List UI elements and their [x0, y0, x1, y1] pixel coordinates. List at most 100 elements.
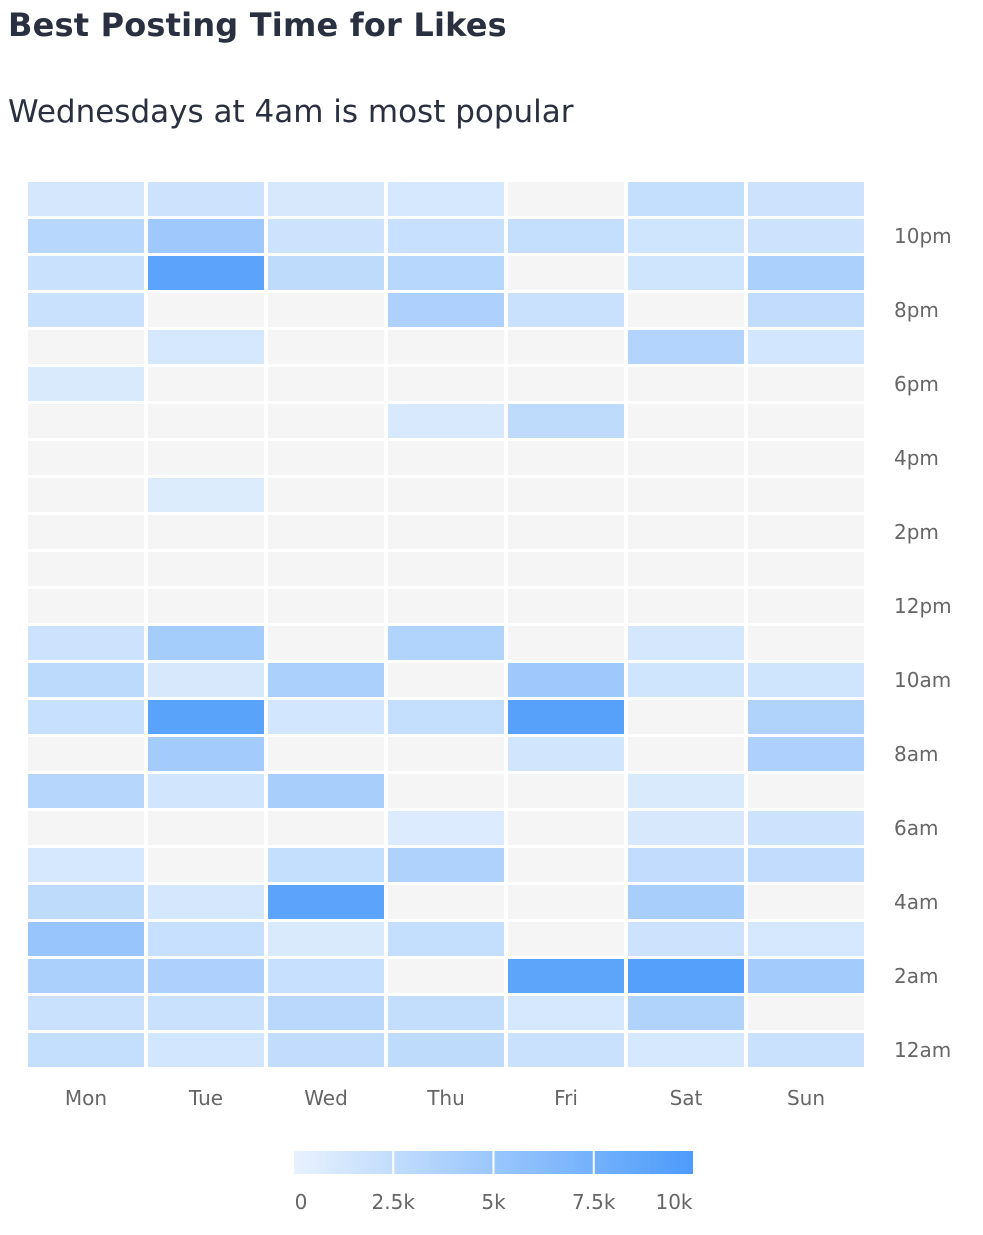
heatmap-cell	[508, 441, 624, 475]
heatmap-cell	[748, 1033, 864, 1067]
heatmap-cell	[748, 663, 864, 697]
heatmap-cell	[148, 182, 264, 216]
heatmap-cell	[748, 626, 864, 660]
heatmap-cell	[748, 330, 864, 364]
heatmap-cell	[268, 182, 384, 216]
heatmap-cell	[28, 737, 144, 771]
heatmap-cell	[148, 219, 264, 253]
heatmap-cell	[628, 663, 744, 697]
heatmap-cell	[268, 700, 384, 734]
heatmap-cell	[148, 700, 264, 734]
heatmap-cell	[28, 811, 144, 845]
heatmap-cell	[268, 330, 384, 364]
x-tick-label: Thu	[426, 1086, 465, 1110]
heatmap-cell	[748, 885, 864, 919]
heatmap-cell	[28, 182, 144, 216]
heatmap-cell	[388, 367, 504, 401]
heatmap-cell	[148, 885, 264, 919]
heatmap-cell	[748, 848, 864, 882]
heatmap-cell	[148, 441, 264, 475]
x-tick-label: Wed	[304, 1086, 348, 1110]
heatmap-cell	[628, 404, 744, 438]
heatmap-cell	[28, 959, 144, 993]
heatmap-cell	[388, 478, 504, 512]
heatmap-cell	[148, 1033, 264, 1067]
y-tick-label: 12pm	[894, 594, 952, 618]
y-tick-label: 4pm	[894, 446, 939, 470]
heatmap-cell	[508, 478, 624, 512]
heatmap-cell	[508, 700, 624, 734]
heatmap-cell	[388, 848, 504, 882]
heatmap-cell	[508, 885, 624, 919]
y-tick-label: 8am	[894, 742, 938, 766]
heatmap-cell	[28, 626, 144, 660]
heatmap-cell	[148, 922, 264, 956]
heatmap-cell	[148, 256, 264, 290]
heatmap-cell	[268, 626, 384, 660]
heatmap-cell	[508, 589, 624, 623]
heatmap-cell	[268, 589, 384, 623]
heatmap-cell	[28, 367, 144, 401]
heatmap-cell	[748, 441, 864, 475]
heatmap-cell	[508, 182, 624, 216]
heatmap-cell	[748, 367, 864, 401]
heatmap-cell	[628, 885, 744, 919]
heatmap-cell	[388, 626, 504, 660]
legend-tick-label: 7.5k	[572, 1190, 616, 1214]
heatmap-cell	[628, 552, 744, 586]
heatmap-cell	[268, 959, 384, 993]
heatmap-cell	[148, 552, 264, 586]
heatmap-cell	[268, 256, 384, 290]
heatmap-cell	[148, 330, 264, 364]
heatmap-cell	[508, 330, 624, 364]
heatmap-cell	[628, 182, 744, 216]
heatmap-cells	[28, 182, 864, 1067]
heatmap-cell	[748, 589, 864, 623]
heatmap-cell	[628, 626, 744, 660]
heatmap-cell	[508, 404, 624, 438]
heatmap-cell	[28, 663, 144, 697]
heatmap-cell	[748, 478, 864, 512]
color-legend: 0 2.5k 5k 7.5k 10k	[292, 1151, 695, 1214]
heatmap-cell	[508, 737, 624, 771]
heatmap-cell	[148, 367, 264, 401]
y-tick-label: 6pm	[894, 372, 939, 396]
legend-tick-label: 5k	[481, 1190, 506, 1214]
heatmap-cell	[28, 1033, 144, 1067]
heatmap-cell	[508, 256, 624, 290]
heatmap-cell	[148, 959, 264, 993]
heatmap-cell	[28, 515, 144, 549]
heatmap-cell	[28, 589, 144, 623]
heatmap-cell	[748, 811, 864, 845]
heatmap-cell	[628, 330, 744, 364]
heatmap-cell	[508, 959, 624, 993]
heatmap-cell	[268, 293, 384, 327]
y-axis: 12am 2am 4am 6am 8am 10am 12pm 2pm 4pm 6pm 8pm 10pm	[894, 224, 952, 1062]
heatmap-cell	[748, 737, 864, 771]
heatmap-cell	[628, 811, 744, 845]
heatmap-cell	[628, 256, 744, 290]
heatmap-cell	[388, 1033, 504, 1067]
heatmap-cell	[268, 848, 384, 882]
heatmap-cell	[748, 182, 864, 216]
heatmap-cell	[28, 774, 144, 808]
heatmap-cell	[508, 515, 624, 549]
heatmap-cell	[628, 737, 744, 771]
heatmap-cell	[388, 811, 504, 845]
heatmap-cell	[748, 922, 864, 956]
heatmap-cell	[748, 552, 864, 586]
heatmap-cell	[268, 774, 384, 808]
heatmap-cell	[388, 589, 504, 623]
x-tick-label: Tue	[188, 1086, 223, 1110]
heatmap-cell	[508, 922, 624, 956]
heatmap-cell	[148, 774, 264, 808]
heatmap-cell	[28, 219, 144, 253]
heatmap-cell	[388, 441, 504, 475]
heatmap-cell	[628, 922, 744, 956]
heatmap-cell	[628, 996, 744, 1030]
heatmap-cell	[28, 256, 144, 290]
heatmap-cell	[268, 811, 384, 845]
heatmap-cell	[388, 774, 504, 808]
heatmap-cell	[628, 589, 744, 623]
